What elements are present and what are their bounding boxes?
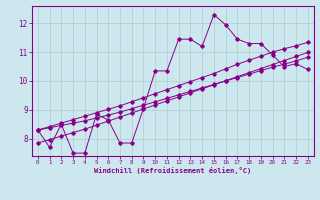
X-axis label: Windchill (Refroidissement éolien,°C): Windchill (Refroidissement éolien,°C) [94,167,252,174]
